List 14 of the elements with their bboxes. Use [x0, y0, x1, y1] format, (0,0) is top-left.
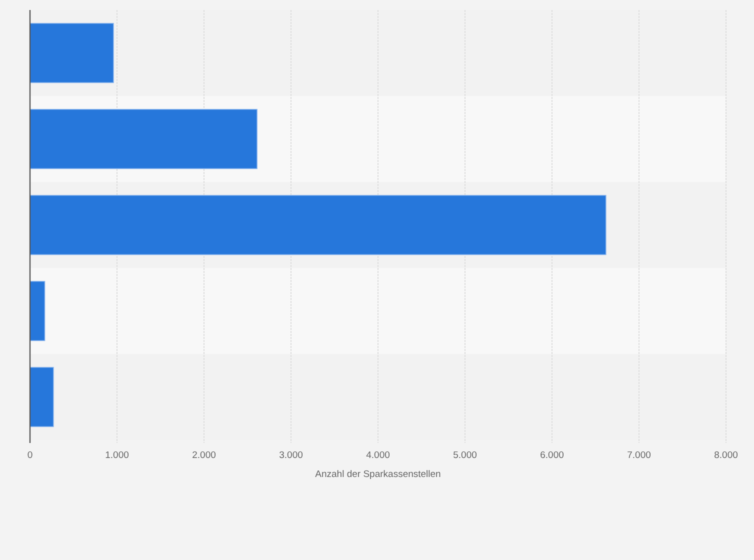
bar — [30, 22, 114, 84]
bar — [30, 108, 258, 170]
x-tick-label: 7.000 — [627, 450, 651, 461]
x-tick-label: 8.000 — [714, 450, 738, 461]
bar — [30, 280, 46, 342]
x-tick-label: 1.000 — [105, 450, 129, 461]
x-tick-label: 6.000 — [540, 450, 564, 461]
x-tick-label: 0 — [27, 450, 33, 461]
x-tick-label: 2.000 — [192, 450, 216, 461]
x-axis-title: Anzahl der Sparkassenstellen — [315, 469, 441, 480]
x-tick-label: 3.000 — [279, 450, 303, 461]
x-tick-label: 4.000 — [366, 450, 390, 461]
bar — [30, 366, 54, 428]
x-tick-label: 5.000 — [453, 450, 477, 461]
